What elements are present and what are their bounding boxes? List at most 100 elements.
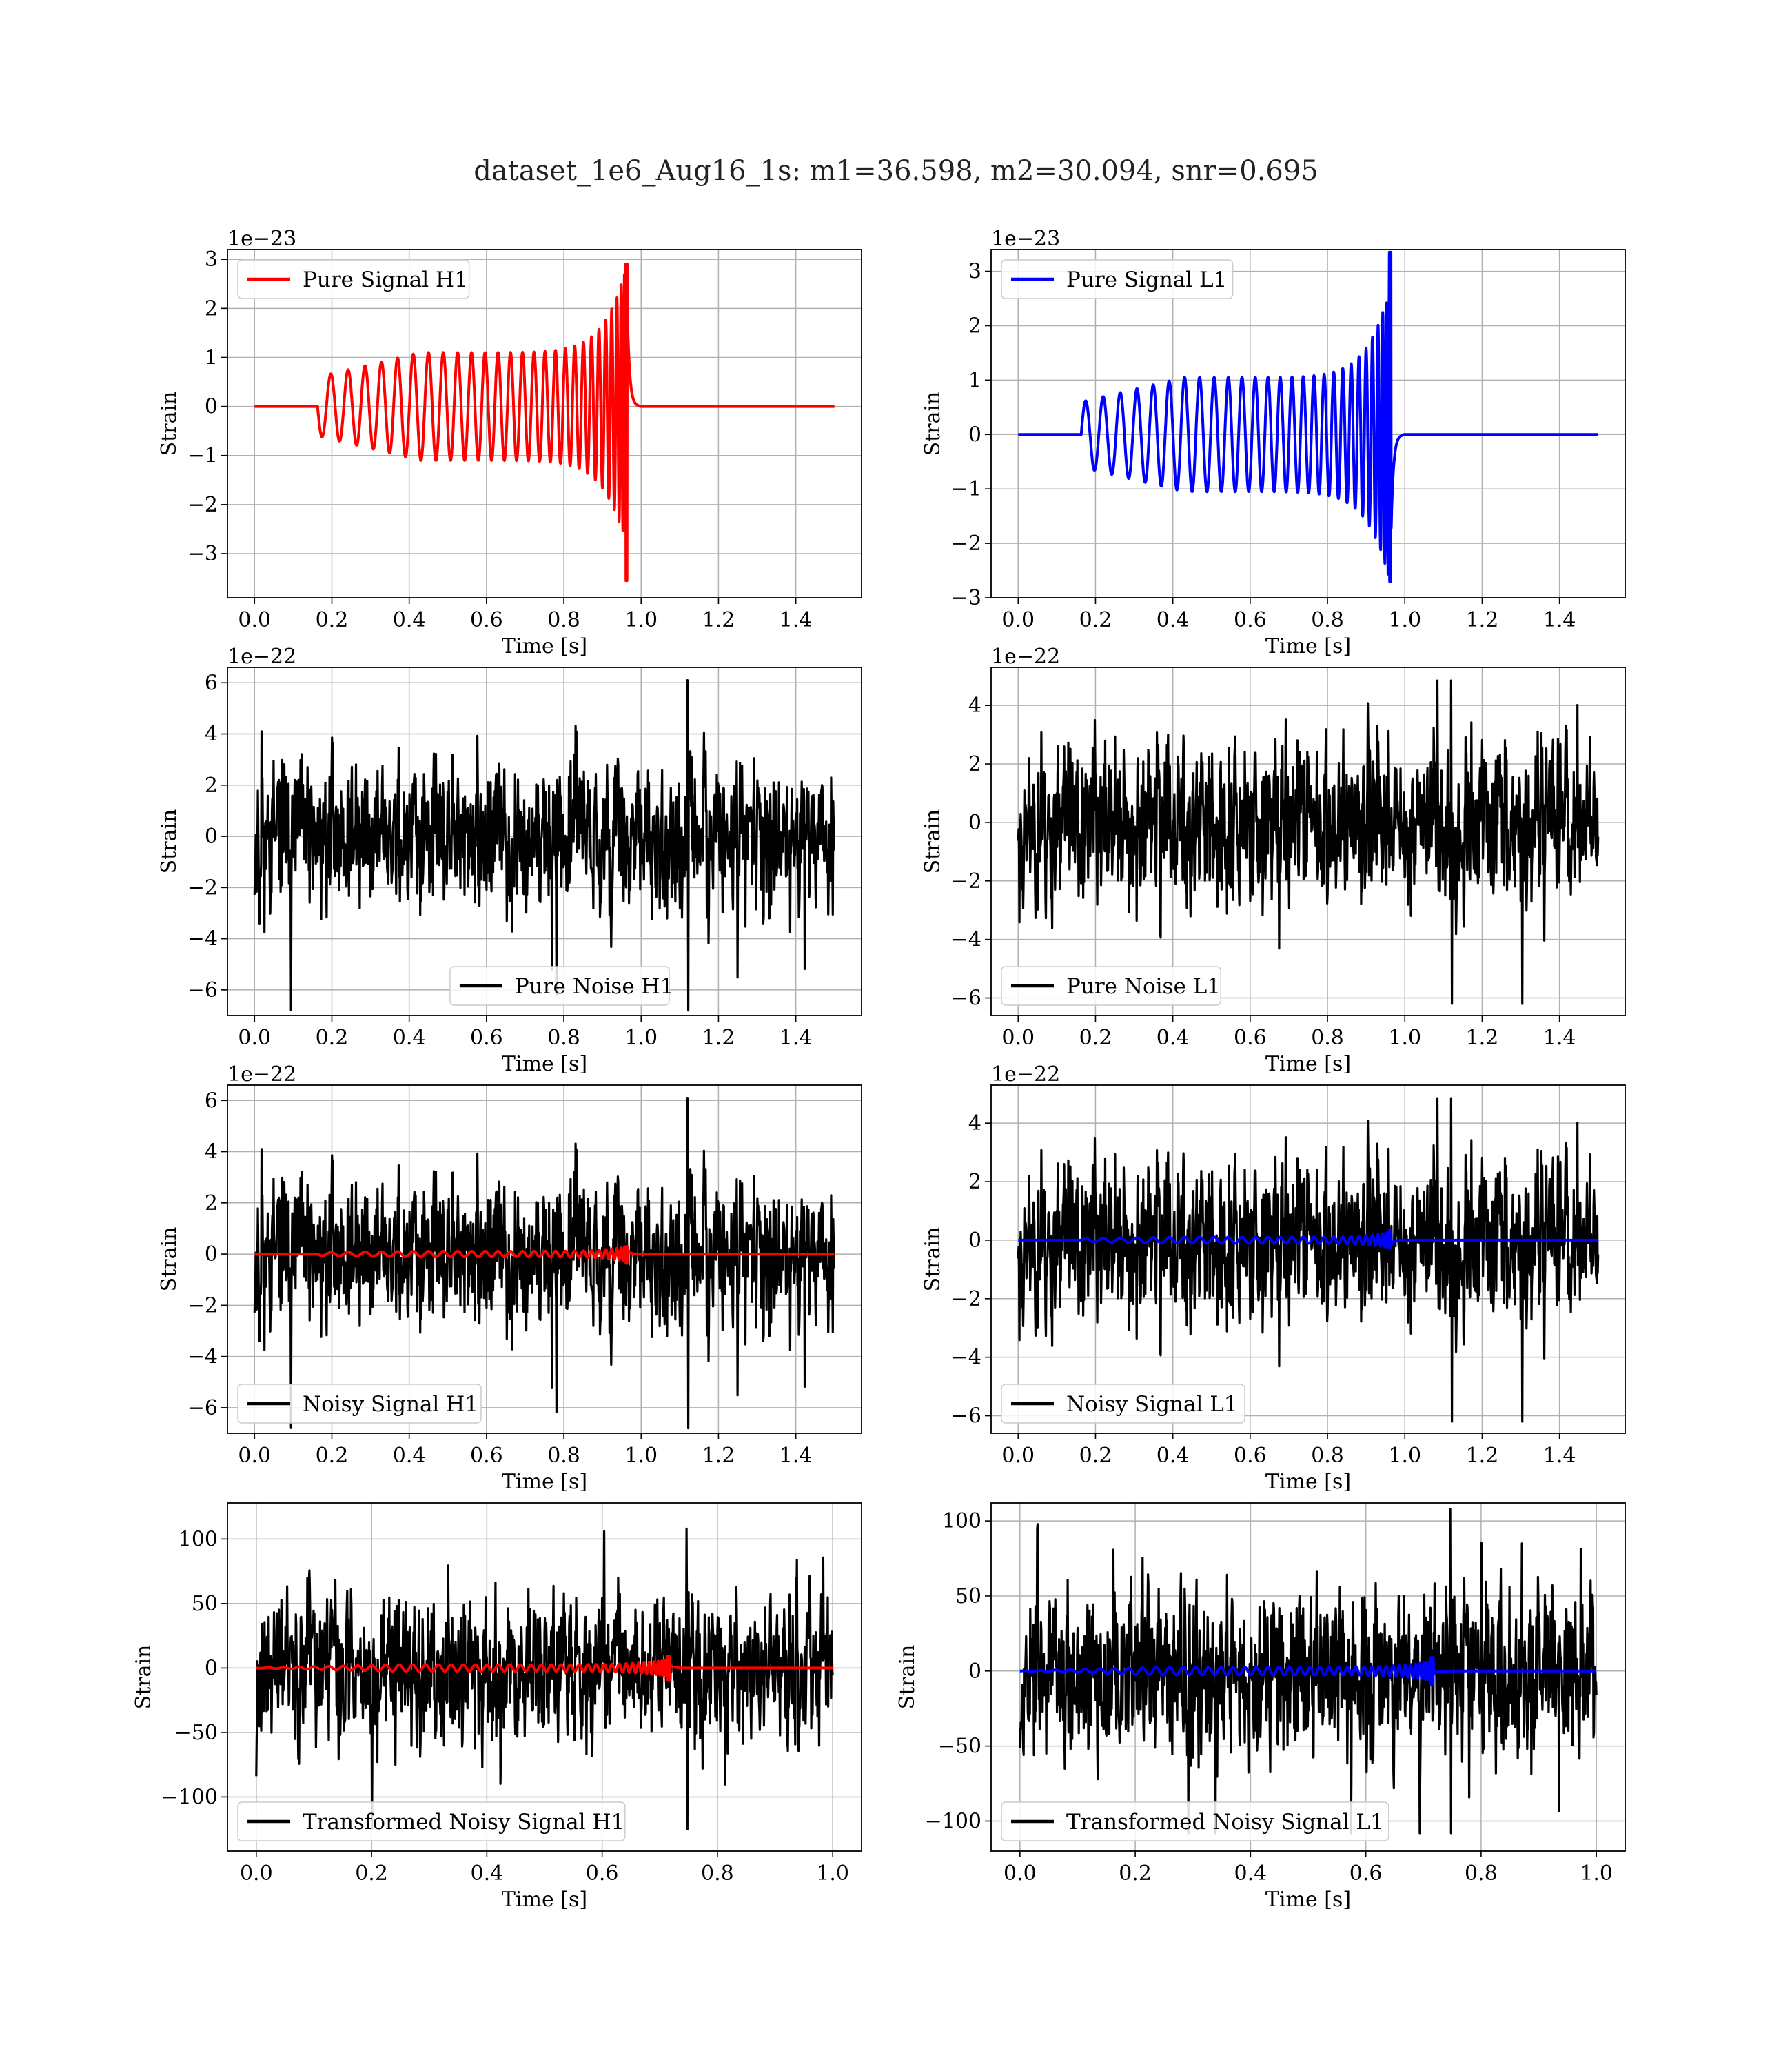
x-tick-label: 0.4 [1234, 1861, 1267, 1886]
y-tick-label: 4 [968, 1111, 981, 1135]
x-tick-label: 1.4 [1543, 1026, 1576, 1050]
y-tick-label: 3 [968, 260, 981, 284]
y-tick-label: 100 [179, 1527, 218, 1551]
series-group [253, 1097, 836, 1430]
y-axis-label: Strain [157, 809, 181, 874]
x-tick-label: 1.2 [1466, 608, 1499, 632]
y-tick-label: 0 [205, 395, 218, 419]
x-tick-label: 0.8 [1311, 1444, 1344, 1468]
axes-frame [227, 1502, 862, 1852]
x-tick-label: 0.6 [1234, 1026, 1267, 1050]
x-tick-label: 0.6 [470, 1444, 503, 1468]
x-tick-label: 0.0 [1001, 1444, 1035, 1468]
legend-box [237, 259, 470, 299]
y-tick-label: 2 [968, 1170, 981, 1194]
legend: Noisy Signal H1 [237, 1384, 482, 1424]
x-tick-label: 1.4 [1543, 608, 1576, 632]
legend: Noisy Signal L1 [1001, 1384, 1245, 1424]
y-axis-label: Strain [921, 392, 945, 456]
legend-box [1001, 259, 1234, 299]
x-tick-label: 0.2 [1079, 1444, 1112, 1468]
x-tick-label: 0.2 [1079, 608, 1112, 632]
x-tick-label: 0.2 [316, 1444, 349, 1468]
x-tick-label: 1.2 [1466, 1444, 1499, 1468]
offset-text: 1e−22 [227, 1062, 296, 1087]
x-axis-label: Time [s] [1265, 634, 1351, 658]
chart-pure-signal-h1: 0.0 0.2 0.4 0.6 0.8 1.0 1.2 1.4 −3 −2 −1 0 1 2 3 1e−23 T… [157, 227, 862, 658]
x-tick-label: 1.0 [1388, 1444, 1421, 1468]
y-tick-label: 2 [205, 774, 218, 798]
x-tick-label: 0.8 [1311, 1026, 1344, 1050]
x-axis-label: Time [s] [502, 1052, 587, 1076]
x-tick-label: 1.4 [1543, 1444, 1576, 1468]
legend-box [237, 1801, 626, 1841]
y-tick-label: −4 [187, 1345, 218, 1369]
y-axis-label: Strain [157, 1227, 181, 1292]
series-line-1 [253, 1245, 836, 1265]
y-tick-label: 1 [205, 345, 218, 370]
y-tick-label: −50 [938, 1735, 981, 1759]
series-line-1 [255, 1655, 834, 1681]
series-group [1019, 1508, 1598, 1835]
offset-text: 1e−23 [991, 227, 1060, 251]
x-tick-label: 0.8 [1311, 608, 1344, 632]
y-tick-label: 0 [968, 811, 981, 835]
y-tick-label: 50 [955, 1584, 981, 1608]
x-axis-label: Time [s] [1265, 1470, 1351, 1494]
legend-box [1001, 1384, 1245, 1424]
x-tick-label: 1.2 [702, 1444, 735, 1468]
y-tick-label: −2 [187, 876, 218, 900]
x-tick-label: 0.0 [1004, 1861, 1037, 1886]
x-tick-label: 0.4 [471, 1861, 504, 1886]
y-tick-label: 1 [968, 368, 981, 392]
offset-text: 1e−22 [991, 645, 1060, 669]
series-group [1017, 1097, 1600, 1423]
y-tick-label: 0 [205, 1656, 218, 1680]
y-tick-label: −4 [951, 928, 981, 952]
legend-label: Pure Noise H1 [515, 974, 673, 999]
y-tick-label: 4 [968, 694, 981, 718]
x-tick-label: 1.0 [624, 608, 658, 632]
legend-label: Transformed Noisy Signal L1 [1066, 1810, 1384, 1835]
axes-frame [990, 1502, 1626, 1852]
y-tick-label: 0 [968, 1659, 981, 1684]
y-tick-label: 2 [205, 1191, 218, 1215]
y-tick-label: 0 [968, 423, 981, 447]
x-tick-label: 0.6 [470, 1026, 503, 1050]
y-tick-label: −2 [951, 532, 981, 556]
series-group [255, 1527, 834, 1830]
chart-transformed-noisy-signal-h1: 0.0 0.2 0.4 0.6 0.8 1.0 −100 −50 0 50 100 Time [s] S… [132, 1502, 862, 1912]
offset-text: 1e−22 [227, 645, 296, 669]
y-axis-label: Strain [132, 1645, 156, 1710]
legend-label: Pure Signal H1 [303, 267, 468, 292]
x-tick-label: 1.0 [624, 1026, 658, 1050]
legend: Pure Signal L1 [1001, 259, 1234, 299]
legend: Pure Noise H1 [449, 966, 673, 1006]
x-axis-label: Time [s] [502, 634, 587, 658]
x-tick-label: 0.8 [547, 1444, 580, 1468]
axes-frame [227, 667, 862, 1016]
series-group [1017, 250, 1600, 583]
x-tick-label: 1.2 [702, 608, 735, 632]
x-tick-label: 0.8 [1465, 1861, 1498, 1886]
y-axis-label: Strain [895, 1645, 919, 1710]
x-tick-label: 0.6 [470, 608, 503, 632]
legend: Pure Signal H1 [237, 259, 470, 299]
y-tick-label: 2 [968, 752, 981, 776]
x-tick-label: 0.8 [547, 1026, 580, 1050]
legend-box [449, 966, 670, 1006]
x-tick-label: 0.2 [316, 1026, 349, 1050]
legend-label: Noisy Signal H1 [303, 1392, 478, 1417]
y-tick-label: −100 [161, 1785, 218, 1809]
x-axis-label: Time [s] [1265, 1052, 1351, 1076]
axes-frame [990, 1084, 1626, 1434]
y-tick-label: 3 [205, 247, 218, 272]
x-tick-label: 1.0 [1580, 1861, 1613, 1886]
series-line-1 [1017, 1229, 1600, 1250]
legend-label: Noisy Signal L1 [1066, 1392, 1238, 1417]
y-axis-label: Strain [157, 392, 181, 456]
y-tick-label: −2 [187, 493, 218, 517]
y-tick-label: 0 [968, 1229, 981, 1253]
x-tick-label: 0.0 [240, 1861, 273, 1886]
